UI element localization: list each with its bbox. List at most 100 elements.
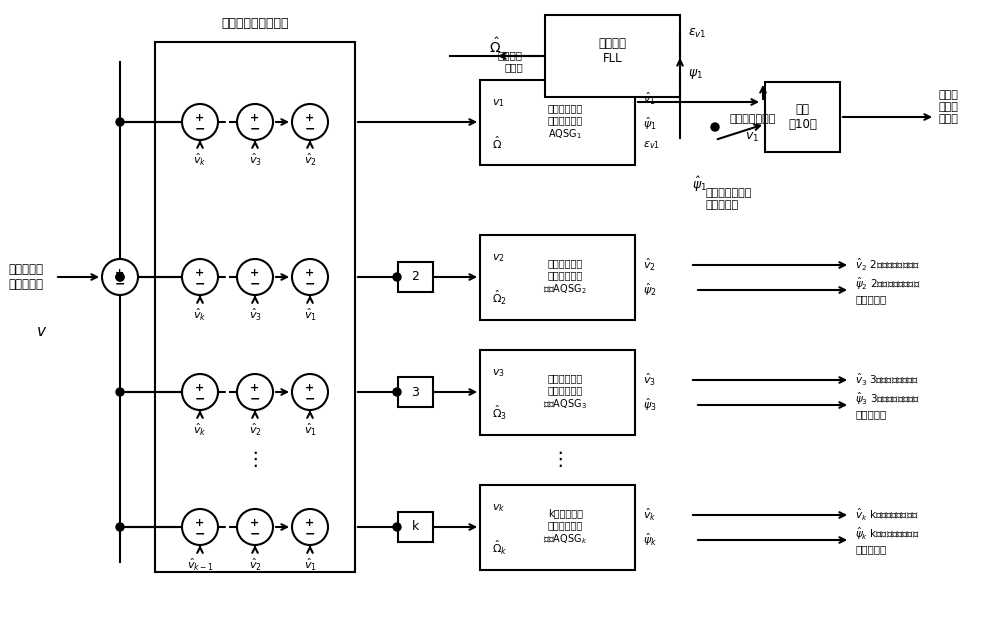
Text: $\hat{\Omega}_k$: $\hat{\Omega}_k$ [492, 539, 507, 557]
Text: $\hat{v}_1$: $\hat{v}_1$ [643, 91, 656, 107]
Text: −: − [195, 122, 205, 135]
Circle shape [182, 104, 218, 140]
Text: $\hat{v}_2$: $\hat{v}_2$ [643, 257, 656, 273]
Text: $\hat{v}_3$: $\hat{v}_3$ [249, 152, 261, 168]
Text: −: − [115, 278, 125, 290]
Circle shape [292, 104, 328, 140]
Text: $\hat{v}_1$: $\hat{v}_1$ [304, 422, 316, 438]
Text: $\hat{\psi}_k$: $\hat{\psi}_k$ [643, 532, 657, 548]
Text: −: − [250, 393, 260, 406]
FancyBboxPatch shape [155, 42, 355, 572]
Text: $v_1$: $v_1$ [745, 130, 759, 144]
FancyBboxPatch shape [480, 80, 635, 164]
Circle shape [237, 509, 273, 545]
Text: +: + [250, 268, 260, 278]
Text: k次谐波自适
应正交信号发
生器AQSG$_k$: k次谐波自适 应正交信号发 生器AQSG$_k$ [543, 508, 587, 545]
Text: $\hat{\psi}_1$: $\hat{\psi}_1$ [692, 174, 708, 194]
Text: +: + [195, 518, 205, 528]
Text: 3: 3 [411, 386, 419, 399]
Text: $\hat{v}_2$: $\hat{v}_2$ [249, 557, 261, 573]
Circle shape [292, 374, 328, 410]
Text: $\varepsilon_{v1}$: $\varepsilon_{v1}$ [643, 139, 660, 151]
Text: 2: 2 [411, 270, 419, 283]
Circle shape [182, 259, 218, 295]
FancyBboxPatch shape [398, 512, 432, 542]
Text: $\hat{\psi}_3$ 3次谐波电压估计值
的正交信号: $\hat{\psi}_3$ 3次谐波电压估计值 的正交信号 [855, 391, 920, 419]
Text: +: + [250, 518, 260, 528]
Text: −: − [250, 122, 260, 135]
Text: $\hat{v}_k$: $\hat{v}_k$ [193, 422, 207, 438]
Text: $\hat{v}_3$: $\hat{v}_3$ [249, 307, 261, 323]
Circle shape [393, 523, 401, 531]
Text: ⋮: ⋮ [550, 450, 570, 469]
Text: −: − [305, 527, 315, 540]
Text: 基波电压估计值
的正交信号: 基波电压估计值 的正交信号 [705, 188, 751, 210]
Circle shape [292, 509, 328, 545]
Text: 二次谐波自适
应正交信号发
生器AQSG$_2$: 二次谐波自适 应正交信号发 生器AQSG$_2$ [543, 258, 587, 296]
Text: $\hat{v}_k$ k次谐波电压估计值: $\hat{v}_k$ k次谐波电压估计值 [855, 507, 919, 523]
Text: +: + [250, 113, 260, 123]
Text: 多回路反馈解耦网络: 多回路反馈解耦网络 [221, 17, 289, 30]
Text: $\hat{\psi}_2$ 2次谐波电压估计值
的正交信号: $\hat{\psi}_2$ 2次谐波电压估计值 的正交信号 [855, 276, 921, 304]
Text: 基波电
压幅值
和相位: 基波电 压幅值 和相位 [938, 90, 958, 124]
Text: k: k [411, 520, 419, 534]
Text: $\hat{\psi}_k$ k次谐波电压估计值
的正交信号: $\hat{\psi}_k$ k次谐波电压估计值 的正交信号 [855, 526, 920, 554]
Text: $\hat{v}_3$: $\hat{v}_3$ [643, 372, 656, 388]
Text: +: + [195, 113, 205, 123]
Text: 锁频环节
FLL: 锁频环节 FLL [598, 37, 626, 65]
Text: +: + [305, 268, 315, 278]
Circle shape [711, 123, 719, 131]
Circle shape [116, 388, 124, 396]
Text: $\hat{v}_1$: $\hat{v}_1$ [304, 557, 316, 573]
Text: $\hat{\psi}_3$: $\hat{\psi}_3$ [643, 397, 657, 413]
Text: $\hat{\Omega}$: $\hat{\Omega}$ [492, 135, 502, 152]
FancyBboxPatch shape [765, 82, 840, 152]
Text: 公式
（10）: 公式 （10） [788, 103, 817, 131]
Text: $v_2$: $v_2$ [492, 253, 505, 264]
Text: $\hat{v}_k$: $\hat{v}_k$ [643, 507, 656, 523]
Text: −: − [195, 393, 205, 406]
Text: −: − [305, 122, 315, 135]
Text: 基波电压估计值: 基波电压估计值 [730, 114, 776, 124]
Circle shape [237, 104, 273, 140]
Text: 基波频率
估计值: 基波频率 估计值 [498, 50, 523, 72]
Text: $\hat{v}_2$ 2次谐波电压估计值: $\hat{v}_2$ 2次谐波电压估计值 [855, 257, 920, 273]
Text: −: − [250, 527, 260, 540]
Circle shape [182, 509, 218, 545]
Text: $v$: $v$ [36, 325, 48, 339]
FancyBboxPatch shape [545, 15, 680, 97]
Text: −: − [195, 527, 205, 540]
Text: 三次谐波自适
应正交信号发
生器AQSG$_3$: 三次谐波自适 应正交信号发 生器AQSG$_3$ [543, 373, 587, 411]
Text: $v_3$: $v_3$ [492, 367, 505, 379]
Text: $\hat{\Omega}_2$: $\hat{\Omega}_2$ [492, 289, 507, 307]
Text: −: − [305, 278, 315, 290]
Text: 基波自适应正
交信号发生器
AQSG$_1$: 基波自适应正 交信号发生器 AQSG$_1$ [548, 103, 583, 140]
Text: $\hat{\Omega}_3$: $\hat{\Omega}_3$ [492, 404, 507, 423]
Circle shape [237, 374, 273, 410]
Text: $\hat{v}_{k-1}$: $\hat{v}_{k-1}$ [187, 557, 213, 573]
Text: $\psi_1$: $\psi_1$ [688, 67, 703, 81]
Text: −: − [195, 278, 205, 290]
Text: −: − [305, 393, 315, 406]
Text: $\hat{v}_1$: $\hat{v}_1$ [304, 307, 316, 323]
FancyBboxPatch shape [480, 349, 635, 435]
Circle shape [116, 523, 124, 531]
Text: $\hat{v}_k$: $\hat{v}_k$ [193, 152, 207, 168]
Text: +: + [305, 518, 315, 528]
Text: +: + [195, 383, 205, 393]
Circle shape [393, 273, 401, 281]
FancyBboxPatch shape [398, 262, 432, 292]
FancyBboxPatch shape [480, 485, 635, 569]
Text: −: − [250, 278, 260, 290]
Circle shape [292, 259, 328, 295]
Text: $\hat{v}_2$: $\hat{v}_2$ [304, 152, 316, 168]
Text: +: + [250, 383, 260, 393]
Text: $\hat{\Omega}$: $\hat{\Omega}$ [489, 36, 501, 56]
Text: +: + [195, 268, 205, 278]
Text: +: + [305, 113, 315, 123]
Text: $\varepsilon_{v1}$: $\varepsilon_{v1}$ [688, 26, 707, 40]
Text: +: + [115, 268, 125, 278]
Text: $\hat{v}_3$ 3次谐波电压估计值: $\hat{v}_3$ 3次谐波电压估计值 [855, 372, 919, 388]
Text: +: + [305, 383, 315, 393]
Circle shape [116, 118, 124, 126]
